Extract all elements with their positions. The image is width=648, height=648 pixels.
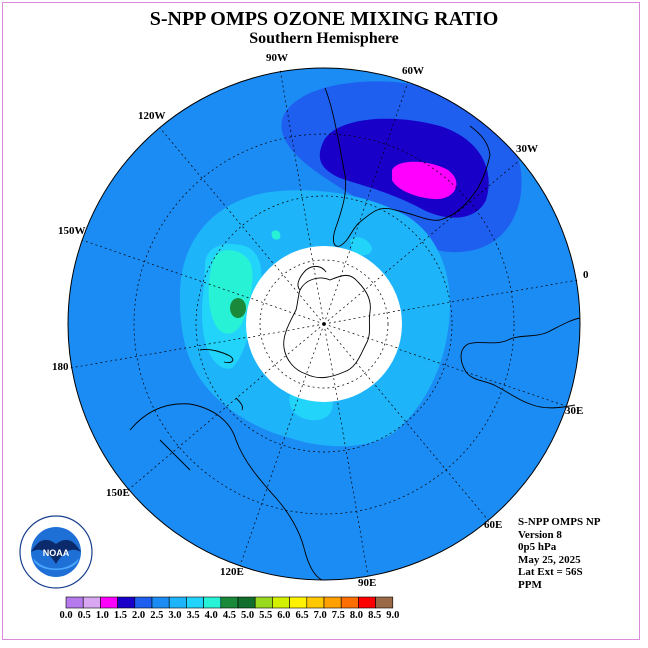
colorbar-swatch [82, 596, 101, 609]
logo-bird [31, 539, 81, 564]
lat-circle-70s [133, 133, 515, 515]
colorbar-ticks: 0.0 0.5 1.0 1.5 2.0 2.5 3.0 3.5 4.0 4.5 5.0 5.5 6.0 6… [59, 610, 399, 621]
colorbar-tick-label: 4.0 [205, 610, 218, 621]
info-panel: S-NPP OMPS NP Version 8 0p5 hPa May 25, … [518, 516, 601, 592]
lat-circle-inner [259, 259, 389, 389]
colorbar-swatch [254, 596, 273, 609]
colorbar-swatch [289, 596, 308, 609]
field-3-5-4-0-north [350, 237, 372, 256]
lon-label-150e: 150E [106, 487, 130, 499]
colorbar-tick-label: 2.0 [132, 610, 145, 621]
colorbar-tick-label: 1.0 [96, 610, 109, 621]
meridian-inner-7 [323, 323, 339, 403]
colorbar-tick-label: 5.5 [259, 610, 272, 621]
lon-label-90e: 90E [358, 577, 376, 589]
colorbar-tick-label: 7.0 [314, 610, 327, 621]
colorbar-swatch [100, 596, 118, 609]
graticule-inner [245, 245, 403, 403]
map-boundary [67, 67, 581, 581]
meridian-inner-2 [323, 249, 351, 325]
colorbar-tick-label: 1.5 [114, 610, 127, 621]
south-pole-marker [322, 322, 326, 326]
meridian-inner-6 [323, 323, 375, 385]
colorbar-tick-label: 6.0 [277, 610, 290, 621]
lon-label-90w: 90W [266, 52, 288, 64]
colorbar-swatch [134, 596, 153, 609]
colorbar-tick-label: 7.5 [332, 610, 345, 621]
info-instrument: S-NPP OMPS NP [518, 516, 601, 528]
colorbar-swatch [340, 596, 359, 609]
meridian-90w [279, 68, 325, 325]
coast-tasmania [159, 439, 191, 471]
colorbar-swatch [117, 596, 136, 609]
info-units: PPM [518, 578, 542, 591]
meridian-inner-4 [323, 309, 403, 325]
info-lat-ext: Lat Ext = 56S [518, 566, 583, 579]
meridian-inner-3 [323, 273, 385, 325]
colorbar-tick-label: 9.0 [386, 610, 399, 621]
info-level: 0p5 hPa [518, 541, 557, 554]
coast-antarctica-overlay [283, 274, 371, 379]
colorbar-swatch [220, 596, 239, 609]
noaa-logo: NOAA [19, 515, 93, 589]
meridian-inner-11 [249, 297, 325, 325]
colorbar-swatch [306, 596, 325, 609]
colorbar-swatch [186, 596, 204, 609]
colorbar-swatch [375, 596, 394, 609]
lon-label-60w: 60W [402, 65, 424, 77]
colorbar-tick-label: 0.5 [78, 610, 91, 621]
field-4-0-4-5-small [271, 230, 281, 240]
coast-new-zealand [199, 349, 234, 363]
field-4-5-5-0 [230, 298, 246, 318]
colorbar-swatch [323, 596, 342, 609]
colorbar-tick-label: 6.5 [295, 610, 308, 621]
meridian-inner-1 [309, 245, 325, 325]
lon-label-150w: 150W [58, 225, 86, 237]
colorbar-tick-label: 3.5 [187, 610, 200, 621]
colorbar-swatch [237, 596, 256, 609]
lon-label-30e: 30E [565, 405, 583, 417]
logo-wave [33, 558, 79, 570]
colorbar-swatch [151, 596, 170, 609]
info-version: Version 8 [518, 528, 562, 541]
colorbar-tick-label: 8.0 [350, 610, 363, 621]
field-1-0-1-5 [392, 161, 457, 200]
plot-frame [2, 2, 640, 640]
lon-label-120e: 120E [220, 566, 244, 578]
lat-circle-60s [195, 195, 453, 453]
lon-label-0: 0 [583, 269, 589, 281]
colorbar-swatch [168, 596, 187, 609]
lon-label-60e: 60E [484, 519, 502, 531]
colorbar-tick-label: 2.5 [150, 610, 163, 621]
lon-label-120w: 120W [138, 110, 166, 122]
page-title: S-NPP OMPS OZONE MIXING RATIO [149, 8, 499, 30]
coast-south-america [324, 87, 491, 247]
colorbar-tick-label: 3.0 [168, 610, 181, 621]
colorbar-tick-label: 8.5 [368, 610, 381, 621]
meridian-inner-12 [273, 263, 325, 325]
meridian-inner-8 [297, 323, 325, 399]
colorbar-swatch [203, 596, 222, 609]
lon-label-180: 180 [52, 361, 69, 373]
logo-text: NOAA [43, 548, 70, 558]
coast-africa [460, 317, 581, 409]
colorbar-swatch [358, 596, 376, 609]
colorbar-tick-label: 4.5 [223, 610, 236, 621]
colorbar-tick-label: 0.0 [59, 610, 72, 621]
coast-australia [129, 403, 323, 581]
colorbar-swatch [65, 596, 84, 609]
meridian-inner-10 [245, 323, 325, 339]
coast-islands [235, 397, 243, 411]
meridian-inner-9 [263, 323, 325, 375]
lon-label-30w: 30W [516, 143, 538, 155]
page-subtitle: Southern Hemisphere [249, 30, 399, 47]
info-date: May 25, 2025 [518, 553, 581, 566]
colorbar-swatches [65, 596, 394, 609]
colorbar-swatch [272, 596, 290, 609]
colorbar-tick-label: 5.0 [241, 610, 254, 621]
coast-peninsula-overlay [297, 265, 327, 291]
